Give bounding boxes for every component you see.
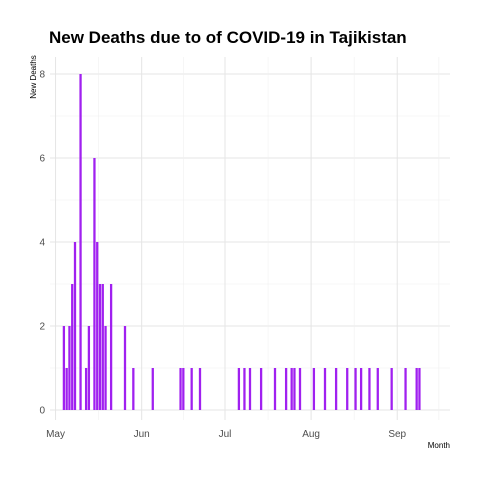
y-tick-labels: 0 2 4 6 8 [39, 70, 45, 417]
bar [101, 284, 104, 410]
bar [198, 368, 202, 410]
bar [354, 368, 357, 410]
bar [68, 326, 71, 410]
bar [334, 368, 338, 410]
bar [368, 368, 371, 410]
y-tick-label: 2 [39, 322, 45, 333]
bar [237, 368, 241, 410]
bar [190, 368, 193, 410]
bar [179, 368, 182, 410]
bar [73, 242, 77, 410]
bar [93, 158, 96, 410]
bar [312, 368, 316, 410]
bar [109, 284, 113, 410]
y-tick-label: 4 [39, 238, 45, 249]
bar [293, 368, 296, 410]
x-tick-label: Jul [219, 429, 232, 440]
grid [50, 57, 450, 420]
x-tick-labels: May Jun Jul Aug Sep [46, 429, 406, 440]
bar [151, 368, 154, 410]
bar [284, 368, 288, 410]
y-tick-label: 0 [39, 406, 45, 417]
y-tick-label: 6 [39, 154, 45, 165]
bar [390, 368, 393, 410]
y-tick-label: 8 [39, 70, 45, 81]
x-tick-label: Aug [302, 429, 320, 440]
bar [323, 368, 327, 410]
bar [359, 368, 363, 410]
bar [182, 368, 185, 410]
bar [346, 368, 349, 410]
bar [273, 368, 277, 410]
bar [376, 368, 379, 410]
bar [132, 368, 135, 410]
bar [415, 368, 418, 410]
bar [71, 284, 74, 410]
chart-title: New Deaths due to of COVID-19 in Tajikis… [49, 28, 407, 47]
bar [248, 368, 252, 410]
bar [290, 368, 293, 410]
bars [62, 74, 421, 410]
bar [259, 368, 263, 410]
bar [104, 326, 107, 410]
bar [79, 74, 82, 410]
bar [418, 368, 421, 410]
bar [404, 368, 407, 410]
bar [98, 284, 102, 410]
bar [87, 326, 91, 410]
bar [62, 326, 66, 410]
bar [65, 368, 68, 410]
x-axis-title: Month [428, 441, 450, 450]
bar [123, 326, 127, 410]
x-tick-label: Sep [388, 429, 406, 440]
y-axis-title: New Deaths [29, 55, 38, 99]
bar [298, 368, 302, 410]
bar [243, 368, 246, 410]
x-tick-label: Jun [134, 429, 150, 440]
x-tick-label: May [46, 429, 65, 440]
bar [96, 242, 99, 410]
bar [84, 368, 88, 410]
